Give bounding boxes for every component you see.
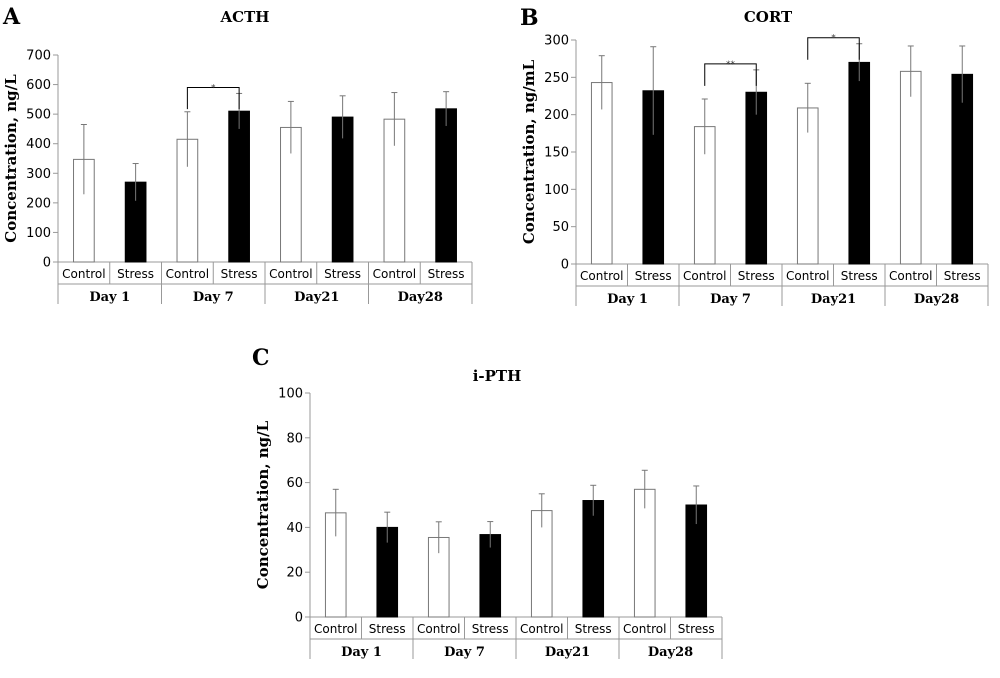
y-tick-label: 20 (286, 566, 303, 581)
y-axis-label: Concentration, ng/L (2, 74, 20, 243)
x-tick-label: Stress (117, 267, 154, 281)
y-tick-label: 100 (544, 183, 569, 198)
y-tick-label: 80 (286, 431, 303, 446)
chart-panel-c: Ci-PTH Concentration, ng/L 0 20 40 60 80 100 Con… (252, 345, 723, 660)
bar-stress (228, 110, 250, 263)
y-tick-label: 0 (561, 258, 569, 273)
x-tick-label: Control (417, 622, 460, 636)
x-tick-label: Stress (944, 269, 981, 283)
group-label: Day 1 (607, 292, 648, 307)
x-tick-label: Control (889, 269, 932, 283)
group-label: Day 7 (193, 290, 234, 305)
x-tick-label: Stress (841, 269, 878, 283)
bar-control (633, 488, 656, 618)
bar-stress (848, 61, 871, 265)
significance-label: * (211, 83, 216, 93)
x-tick-label: Stress (221, 267, 258, 281)
chart-title: ACTH (220, 8, 270, 26)
x-tick-label: Control (166, 267, 209, 281)
y-tick-label: 100 (26, 226, 51, 241)
bar-stress (435, 108, 457, 263)
x-tick-label: Stress (738, 269, 775, 283)
chart-title: i-PTH (473, 367, 522, 385)
y-tick-label: 150 (544, 146, 569, 161)
significance-label: * (831, 34, 836, 44)
x-tick-label: Stress (428, 267, 465, 281)
y-axis-label: Concentration, ng/L (254, 420, 272, 589)
y-tick-label: 200 (26, 196, 51, 211)
x-tick-label: Stress (575, 622, 612, 636)
group-label: Day21 (545, 645, 590, 660)
bar-stress (582, 500, 605, 618)
y-tick-label: 100 (278, 387, 303, 402)
bar-stress (331, 116, 354, 263)
bar-stress (951, 73, 974, 265)
group-label: Day 7 (710, 292, 751, 307)
group-label: Day28 (648, 645, 693, 660)
x-tick-label: Control (580, 269, 623, 283)
y-tick-label: 300 (544, 34, 569, 49)
chart-panel-a: A ACTH Concentration, ng/L 0 100 200 300 400 500… (2, 4, 473, 305)
x-tick-label: Stress (369, 622, 406, 636)
y-tick-label: 40 (286, 521, 303, 536)
y-tick-label: 400 (26, 137, 51, 152)
group-label: Day21 (811, 292, 856, 307)
bar-stress (745, 91, 768, 265)
x-tick-label: Control (786, 269, 829, 283)
x-tick-label: Control (62, 267, 105, 281)
x-tick-label: Stress (472, 622, 509, 636)
x-tick-label: Control (314, 622, 357, 636)
y-tick-label: 600 (26, 78, 51, 93)
y-tick-label: 300 (26, 167, 51, 182)
chart-panel-b: B CORT Concentration, ng/mL 0 50 100 150 200 250… (520, 5, 989, 307)
significance-bracket (807, 37, 860, 60)
significance-bracket (704, 63, 757, 86)
x-tick-label: Control (520, 622, 563, 636)
y-tick-label: 50 (552, 220, 569, 235)
x-tick-label: Control (373, 267, 416, 281)
x-tick-label: Control (683, 269, 726, 283)
y-tick-label: 0 (43, 256, 51, 271)
bar-control (899, 70, 922, 265)
y-tick-label: 60 (286, 476, 303, 491)
y-tick-label: 200 (544, 108, 569, 123)
x-tick-label: Stress (678, 622, 715, 636)
x-tick-label: Stress (324, 267, 361, 281)
group-label: Day28 (398, 290, 443, 305)
bar-control (590, 82, 613, 265)
x-tick-label: Control (623, 622, 666, 636)
group-label: Day 1 (89, 290, 130, 305)
chart-title: CORT (744, 8, 793, 26)
group-label: Day28 (914, 292, 959, 307)
y-tick-label: 500 (26, 108, 51, 123)
panel-letter: A (2, 4, 21, 30)
y-axis-label: Concentration, ng/mL (520, 59, 538, 244)
x-tick-label: Stress (635, 269, 672, 283)
y-tick-label: 250 (544, 71, 569, 86)
group-label: Day 7 (444, 645, 485, 660)
x-tick-label: Control (269, 267, 312, 281)
panel-letter: B (520, 5, 539, 31)
group-label: Day21 (294, 290, 339, 305)
panel-letter: C (252, 345, 270, 371)
y-tick-label: 700 (26, 49, 51, 64)
y-tick-label: 0 (295, 611, 303, 626)
significance-label: ** (726, 60, 736, 70)
group-label: Day 1 (341, 645, 382, 660)
significance-bracket (186, 86, 240, 110)
